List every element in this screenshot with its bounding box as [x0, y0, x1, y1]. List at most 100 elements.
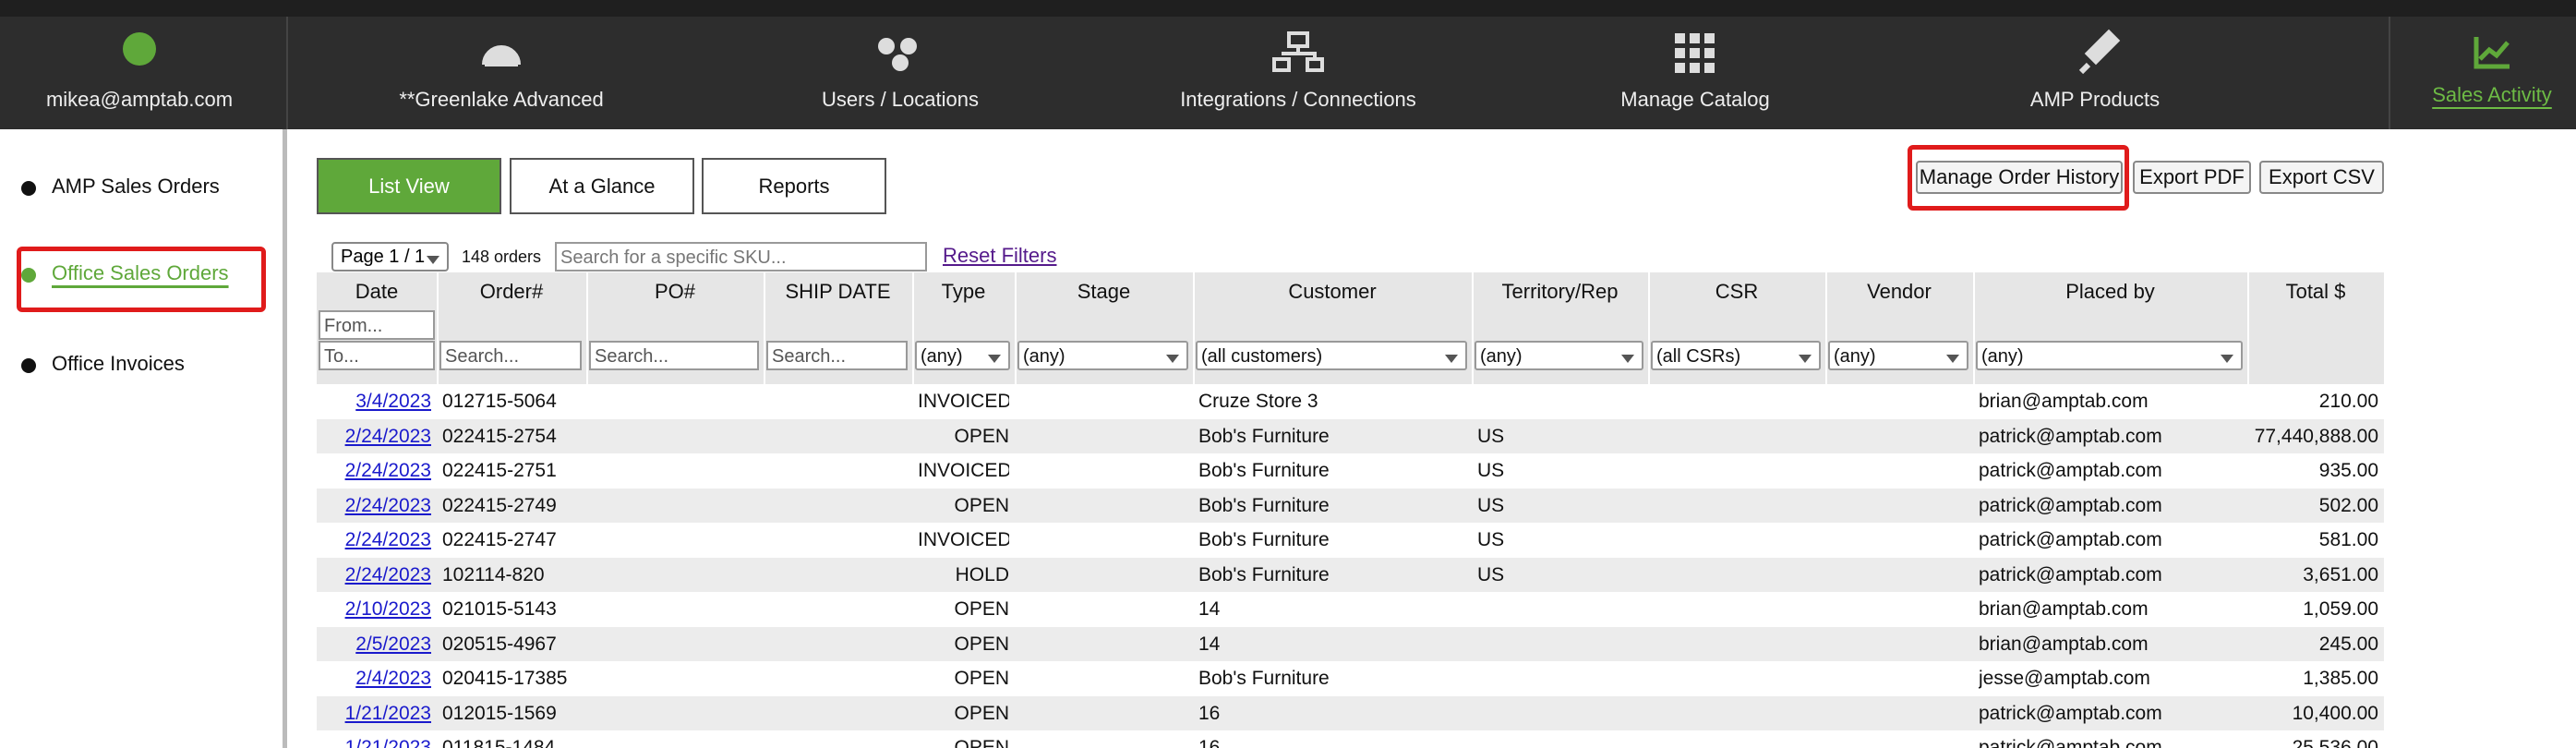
column-filter[interactable]: (all customers) — [1196, 341, 1467, 370]
column-filter[interactable]: (any) — [1828, 341, 1968, 370]
table-cell: 1,385.00 — [2303, 668, 2378, 689]
column-filter[interactable]: Search... — [589, 341, 759, 370]
table-cell: 14 — [1198, 598, 1221, 620]
sidebar — [0, 129, 287, 748]
date-link[interactable]: 2/4/2023 — [355, 668, 431, 689]
sidebar-bullets — [21, 181, 36, 373]
tab-button[interactable]: List View — [317, 158, 501, 214]
table-cell: 77,440,888.00 — [2254, 425, 2378, 447]
column-divider — [437, 272, 439, 384]
table-row — [317, 418, 2384, 453]
column-divider — [1193, 272, 1195, 384]
column-filter[interactable]: Search... — [439, 341, 582, 370]
table-row — [317, 695, 2384, 730]
highlight-box — [1908, 145, 2129, 211]
table-cell: OPEN — [954, 702, 1009, 724]
table-row — [317, 453, 2384, 489]
table-cell: Bob's Furniture — [1198, 425, 1330, 447]
sidebar-item[interactable]: Office Sales Orders — [52, 261, 229, 284]
table-cell: Bob's Furniture — [1198, 529, 1330, 550]
action-button[interactable]: Export CSV — [2259, 161, 2384, 194]
tab-button[interactable]: At a Glance — [510, 158, 694, 214]
table-cell: brian@amptab.com — [1979, 391, 2149, 412]
date-link[interactable]: 2/24/2023 — [344, 425, 431, 447]
table-row — [317, 626, 2384, 661]
sidebar-item[interactable]: AMP Sales Orders — [52, 175, 220, 198]
date-from[interactable]: From... — [319, 310, 435, 340]
table-cell: 011815-1484 — [442, 737, 556, 748]
date-link[interactable]: 2/24/2023 — [344, 494, 431, 516]
order-count: 148 orders — [462, 247, 542, 266]
table-cell: HOLD — [955, 563, 1009, 585]
date-link[interactable]: 2/5/2023 — [355, 633, 431, 655]
sidebar-item[interactable]: Office Invoices — [52, 352, 185, 375]
table-cell: patrick@amptab.com — [1979, 425, 2162, 447]
date-link[interactable]: 2/24/2023 — [344, 460, 431, 481]
table-cell: US — [1477, 494, 1505, 516]
table-cell: 022415-2751 — [442, 460, 557, 481]
table-cell: INVOICED — [918, 460, 1009, 481]
table-cell: brian@amptab.com — [1979, 598, 2149, 620]
table-row — [317, 592, 2384, 627]
date-link[interactable]: 2/24/2023 — [344, 563, 431, 585]
nav-item[interactable]: AMP Products — [2029, 88, 2161, 111]
column-filter[interactable]: (any) — [1017, 341, 1188, 370]
table-cell: brian@amptab.com — [1979, 633, 2149, 655]
column-header: Customer — [1288, 280, 1377, 303]
table-cell: 021015-5143 — [442, 598, 557, 620]
column-header: Vendor — [1867, 280, 1932, 303]
nav-item[interactable]: Manage Catalog — [1620, 88, 1770, 111]
action-button[interactable]: Export PDF — [2133, 161, 2251, 194]
column-divider — [1973, 272, 1975, 384]
table-cell: 102114-820 — [442, 563, 545, 585]
table-cell: OPEN — [954, 494, 1009, 516]
table-cell: US — [1477, 563, 1505, 585]
table-row — [317, 661, 2384, 696]
page-select[interactable]: Page 1 / 1 — [331, 242, 449, 271]
sku-search[interactable]: Search for a specific SKU... — [555, 242, 927, 271]
table-cell: 022415-2747 — [442, 529, 557, 550]
column-filter[interactable]: (any) — [1976, 341, 2243, 370]
date-link[interactable]: 2/24/2023 — [344, 529, 431, 550]
nav-item[interactable]: mikea@amptab.com — [45, 88, 234, 111]
date-link[interactable]: 2/10/2023 — [344, 598, 431, 620]
table-cell: OPEN — [954, 633, 1009, 655]
column-filter[interactable]: Search... — [766, 341, 908, 370]
column-header: Total $ — [2285, 280, 2346, 303]
date-link[interactable]: 3/4/2023 — [355, 391, 431, 412]
nav-item[interactable]: Sales Activity — [2432, 83, 2552, 106]
column-header: PO# — [654, 280, 696, 303]
column-divider — [912, 272, 914, 384]
column-divider — [1015, 272, 1017, 384]
column-header: CSR — [1715, 280, 1759, 303]
action-button[interactable]: Manage Order History — [1916, 161, 2123, 194]
date-link[interactable]: 1/21/2023 — [344, 702, 431, 724]
column-filter[interactable]: (all CSRs) — [1651, 341, 1821, 370]
table-row — [317, 730, 2384, 748]
nav-item[interactable]: **Greenlake Advanced — [399, 88, 604, 111]
table-cell: US — [1477, 529, 1505, 550]
nav-item[interactable]: Integrations / Connections — [1180, 88, 1416, 111]
column-header: Territory/Rep — [1501, 280, 1619, 303]
table-row — [317, 557, 2384, 592]
table-row — [317, 523, 2384, 558]
tab-button[interactable]: Reports — [702, 158, 886, 214]
table-cell: 14 — [1198, 633, 1221, 655]
table-cell: patrick@amptab.com — [1979, 460, 2162, 481]
column-filter[interactable]: (any) — [915, 341, 1010, 370]
column-header: Stage — [1077, 280, 1131, 303]
date-link[interactable]: 1/21/2023 — [344, 737, 431, 748]
nav-item[interactable]: Users / Locations — [822, 88, 979, 111]
table-cell: patrick@amptab.com — [1979, 494, 2162, 516]
table-cell: 012715-5064 — [442, 391, 557, 412]
date-to[interactable]: To... — [319, 341, 435, 370]
table-cell: INVOICED — [918, 529, 1009, 550]
table-cell: 3,651.00 — [2303, 563, 2378, 585]
column-filter[interactable]: (any) — [1475, 341, 1643, 370]
reset-filters[interactable]: Reset Filters — [943, 244, 1057, 267]
table-cell: Bob's Furniture — [1198, 460, 1330, 481]
nav-icons — [123, 17, 2510, 129]
table-cell: jesse@amptab.com — [1979, 668, 2150, 689]
table-cell: 020515-4967 — [442, 633, 557, 655]
